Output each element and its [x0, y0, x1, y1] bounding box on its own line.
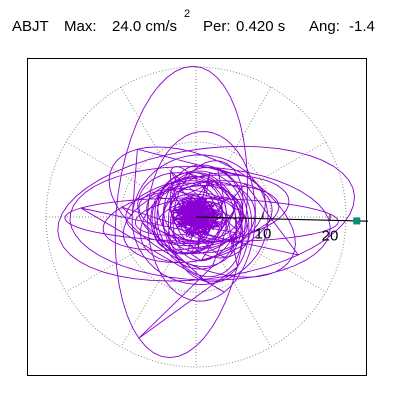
- period-label: Per:: [203, 18, 231, 35]
- particle-motion-trace: [57, 65, 355, 359]
- hodogram-svg: 10 20: [45, 65, 368, 368]
- angle-label: Ang:: [309, 18, 340, 35]
- station-code: ABJT: [12, 18, 49, 35]
- max-label: Max:: [64, 18, 97, 35]
- axis-tick-label-20: 20: [322, 227, 339, 244]
- motion-trace-path: [57, 65, 355, 359]
- max-value: 24.0 cm/s: [112, 18, 178, 35]
- angle-value: -1.4: [349, 18, 375, 35]
- period-value: 0.420 s: [236, 18, 286, 35]
- radial-axis: 10 20: [195, 212, 368, 244]
- axis-tick-label-10: 10: [255, 226, 272, 243]
- radial-axis-line: [195, 216, 368, 222]
- max-exponent: 2: [184, 8, 191, 20]
- max-amplitude-marker: [353, 217, 361, 225]
- plot-header: ABJT Max: 24.0 cm/s 2 Per: 0.420 s Ang: …: [0, 8, 400, 38]
- hodogram-plot-frame: 10 20: [27, 58, 368, 376]
